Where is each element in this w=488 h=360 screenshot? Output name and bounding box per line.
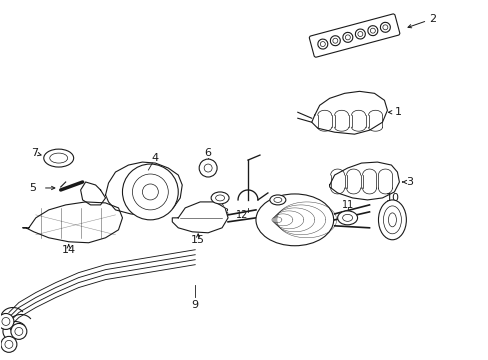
Circle shape (332, 38, 337, 43)
Circle shape (382, 25, 387, 30)
Ellipse shape (255, 194, 333, 246)
Ellipse shape (44, 149, 74, 167)
Ellipse shape (337, 211, 357, 225)
Polygon shape (172, 202, 227, 233)
Circle shape (5, 340, 13, 348)
Text: 4: 4 (151, 153, 159, 163)
Polygon shape (23, 202, 122, 243)
Text: 10: 10 (385, 193, 399, 203)
Circle shape (317, 39, 327, 49)
Polygon shape (105, 162, 182, 216)
FancyBboxPatch shape (309, 14, 399, 57)
Text: 13: 13 (285, 208, 297, 218)
Text: 11: 11 (341, 200, 353, 210)
Circle shape (342, 32, 352, 42)
Text: 5: 5 (29, 183, 36, 193)
Text: 15: 15 (191, 235, 205, 245)
Circle shape (380, 22, 389, 32)
Circle shape (2, 318, 10, 325)
Text: 6: 6 (204, 148, 211, 158)
Polygon shape (329, 162, 399, 200)
Polygon shape (81, 182, 105, 205)
Circle shape (357, 32, 362, 36)
Circle shape (203, 164, 212, 172)
Circle shape (369, 28, 375, 33)
Circle shape (122, 164, 178, 220)
Circle shape (367, 26, 377, 36)
Ellipse shape (269, 195, 285, 205)
Ellipse shape (211, 192, 228, 204)
Ellipse shape (342, 214, 352, 221)
Ellipse shape (50, 153, 67, 163)
Ellipse shape (273, 197, 281, 202)
Text: 2: 2 (428, 14, 435, 24)
Ellipse shape (387, 213, 396, 227)
Text: 1: 1 (394, 107, 401, 117)
Circle shape (345, 35, 349, 40)
Text: 9: 9 (191, 300, 198, 310)
Text: 12: 12 (235, 210, 248, 220)
Circle shape (0, 314, 14, 329)
Ellipse shape (383, 206, 401, 234)
Text: 7: 7 (31, 148, 38, 158)
Circle shape (1, 336, 17, 352)
Circle shape (199, 159, 217, 177)
Polygon shape (311, 91, 386, 134)
Circle shape (355, 29, 365, 39)
Circle shape (132, 174, 168, 210)
Ellipse shape (215, 195, 224, 201)
Circle shape (11, 323, 27, 339)
Text: 14: 14 (61, 245, 76, 255)
Ellipse shape (378, 200, 406, 240)
Text: 3: 3 (406, 177, 412, 187)
Circle shape (15, 328, 23, 336)
Text: 8: 8 (221, 208, 228, 218)
Circle shape (330, 36, 340, 46)
Circle shape (142, 184, 158, 200)
Circle shape (320, 41, 325, 46)
